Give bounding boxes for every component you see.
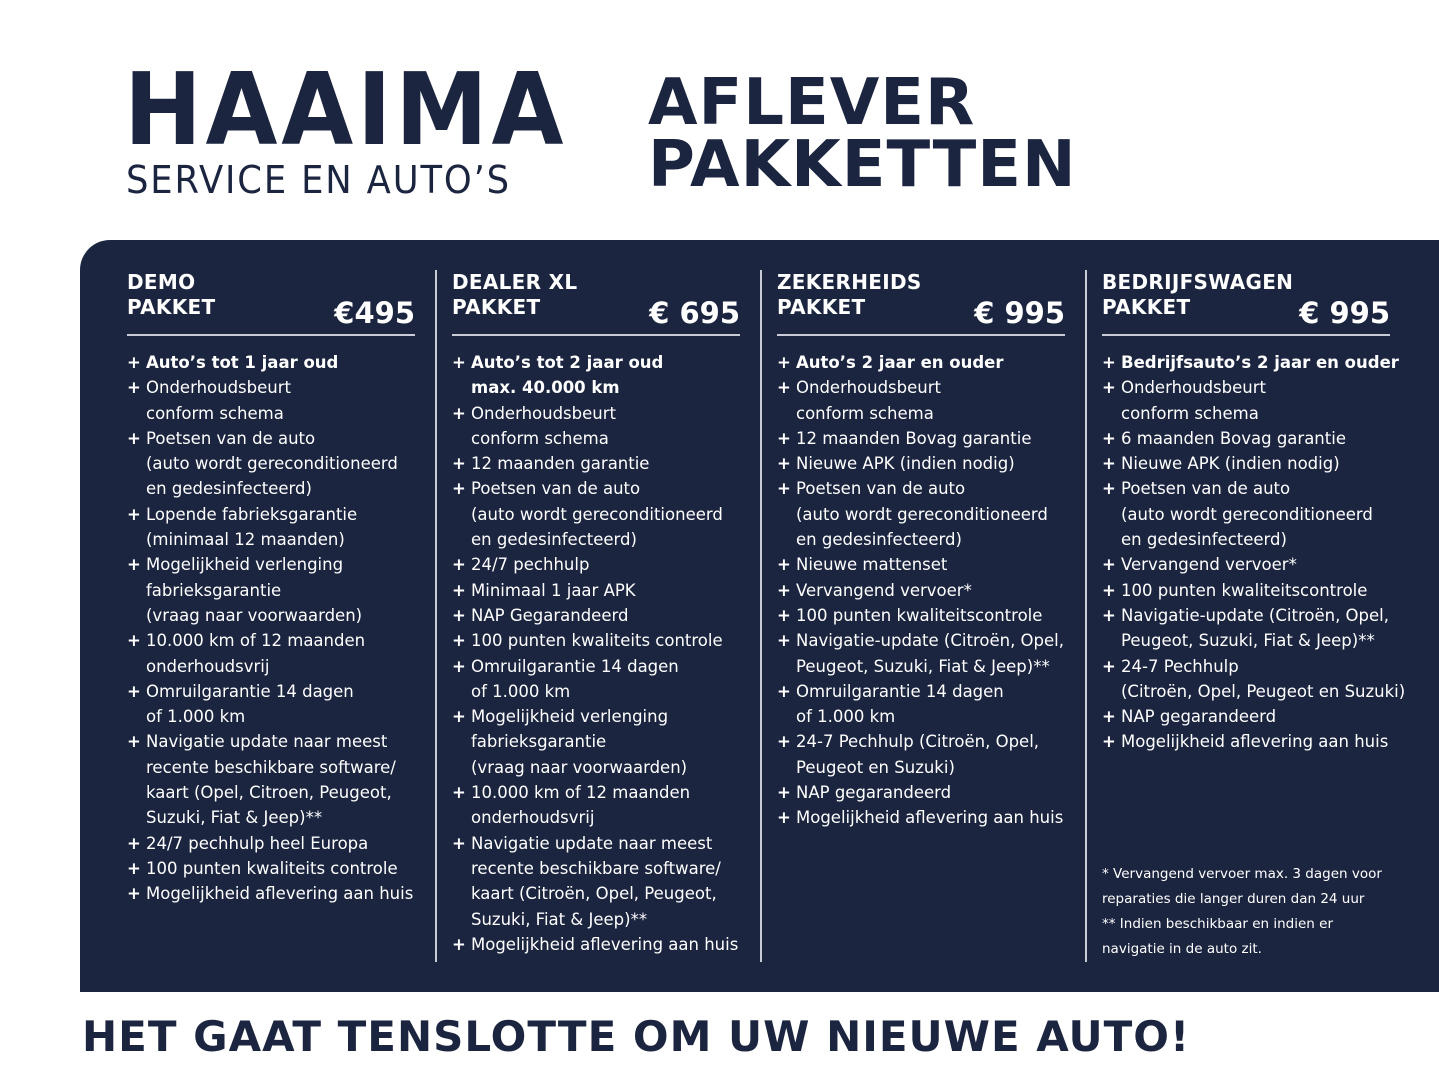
feature-item: NAP gegarandeerd [1102,704,1414,730]
feature-item: 100 punten kwaliteitscontrole [1102,578,1414,604]
feature-item: Poetsen van de auto (auto wordt gerecond… [127,426,439,502]
package-name: BEDRIJFSWAGEN PAKKET [1102,270,1294,319]
feature-item: 12 maanden Bovag garantie [777,426,1089,452]
feature-item: Omruilgarantie 14 dagen of 1.000 km [452,654,764,705]
package-column: DEALER XL PAKKET € 695 Auto’s tot 2 jaar… [452,270,764,957]
package-features: Auto’s tot 1 jaar oudOnderhoudsbeurt con… [127,350,439,907]
feature-item: 12 maanden garantie [452,451,764,477]
feature-item: Onderhoudsbeurt conform schema [1102,375,1414,426]
package-features: Auto’s 2 jaar en ouderOnderhoudsbeurt co… [777,350,1089,831]
feature-item: 10.000 km of 12 maanden onderhoudsvrij [127,628,439,679]
feature-item: Mogelijkheid aflevering aan huis [452,932,764,958]
feature-item: Navigatie-update (Citroën, Opel, Peugeot… [1102,603,1414,654]
feature-item: Nieuwe APK (indien nodig) [1102,451,1414,477]
feature-item: 100 punten kwaliteits controle [127,856,439,882]
package-features: Auto’s tot 2 jaar oud max. 40.000 kmOnde… [452,350,764,957]
feature-item: 100 punten kwaliteitscontrole [777,603,1089,629]
feature-item: 100 punten kwaliteits controle [452,628,764,654]
package-column: DEMO PAKKET €495 Auto’s tot 1 jaar oudOn… [127,270,439,907]
page-title: AFLEVER PAKKETTEN [648,66,1077,202]
feature-item: Navigatie update naar meest recente besc… [127,729,439,830]
feature-item: Minimaal 1 jaar APK [452,578,764,604]
feature-item: Omruilgarantie 14 dagen of 1.000 km [127,679,439,730]
feature-item: Mogelijkheid aflevering aan huis [777,805,1089,831]
feature-item: Poetsen van de auto (auto wordt gerecond… [1102,476,1414,552]
feature-item: Poetsen van de auto (auto wordt gerecond… [452,476,764,552]
package-header: DEMO PAKKET €495 [127,270,415,336]
package-header: DEALER XL PAKKET € 695 [452,270,740,336]
feature-item: 10.000 km of 12 maanden onderhoudsvrij [452,780,764,831]
package-price: € 695 [649,296,740,330]
feature-item: Onderhoudsbeurt conform schema [127,375,439,426]
feature-item: Nieuwe APK (indien nodig) [777,451,1089,477]
feature-item: Poetsen van de auto (auto wordt gerecond… [777,476,1089,552]
package-column: BEDRIJFSWAGEN PAKKET € 995 Bedrijfsauto’… [1102,270,1414,755]
feature-item: Auto’s 2 jaar en ouder [777,350,1089,376]
brand-logo: HAAIMA [124,51,568,168]
feature-item: Onderhoudsbeurt conform schema [777,375,1089,426]
feature-item: Navigatie-update (Citroën, Opel, Peugeot… [777,628,1089,679]
feature-item: 24/7 pechhulp [452,552,764,578]
feature-item: Mogelijkheid verlenging fabrieksgarantie… [127,552,439,628]
package-price: € 995 [1299,296,1390,330]
feature-item: Onderhoudsbeurt conform schema [452,401,764,452]
brand-subtitle: SERVICE EN AUTO’S [126,158,511,202]
package-features: Bedrijfsauto’s 2 jaar en ouderOnderhouds… [1102,350,1414,755]
feature-item: Vervangend vervoer* [1102,552,1414,578]
feature-item: Mogelijkheid aflevering aan huis [1102,729,1414,755]
package-name: ZEKERHEIDS PAKKET [777,270,922,319]
feature-item: Mogelijkheid verlenging fabrieksgarantie… [452,704,764,780]
feature-item: Auto’s tot 2 jaar oud max. 40.000 km [452,350,764,401]
footnotes: * Vervangend vervoer max. 3 dagen voor r… [1102,866,1382,957]
package-header: ZEKERHEIDS PAKKET € 995 [777,270,1065,336]
feature-item: NAP Gegarandeerd [452,603,764,629]
feature-item: Nieuwe mattenset [777,552,1089,578]
package-header: BEDRIJFSWAGEN PAKKET € 995 [1102,270,1390,336]
package-name: DEMO PAKKET [127,270,216,319]
feature-item: Mogelijkheid aflevering aan huis [127,881,439,907]
feature-item: Lopende fabrieksgarantie (minimaal 12 ma… [127,502,439,553]
feature-item: 6 maanden Bovag garantie [1102,426,1414,452]
package-price: €495 [334,296,415,330]
feature-item: NAP gegarandeerd [777,780,1089,806]
package-column: ZEKERHEIDS PAKKET € 995 Auto’s 2 jaar en… [777,270,1089,831]
feature-item: Vervangend vervoer* [777,578,1089,604]
package-price: € 995 [974,296,1065,330]
feature-item: Auto’s tot 1 jaar oud [127,350,439,376]
feature-item: 24-7 Pechhulp (Citroën, Opel, Peugeot en… [1102,654,1414,705]
feature-item: 24/7 pechhulp heel Europa [127,831,439,857]
tagline: HET GAAT TENSLOTTE OM UW NIEUWE AUTO! [82,1012,1191,1061]
feature-item: Omruilgarantie 14 dagen of 1.000 km [777,679,1089,730]
feature-item: 24-7 Pechhulp (Citroën, Opel, Peugeot en… [777,729,1089,780]
feature-item: Navigatie update naar meest recente besc… [452,831,764,932]
package-name: DEALER XL PAKKET [452,270,578,319]
feature-item: Bedrijfsauto’s 2 jaar en ouder [1102,350,1414,376]
